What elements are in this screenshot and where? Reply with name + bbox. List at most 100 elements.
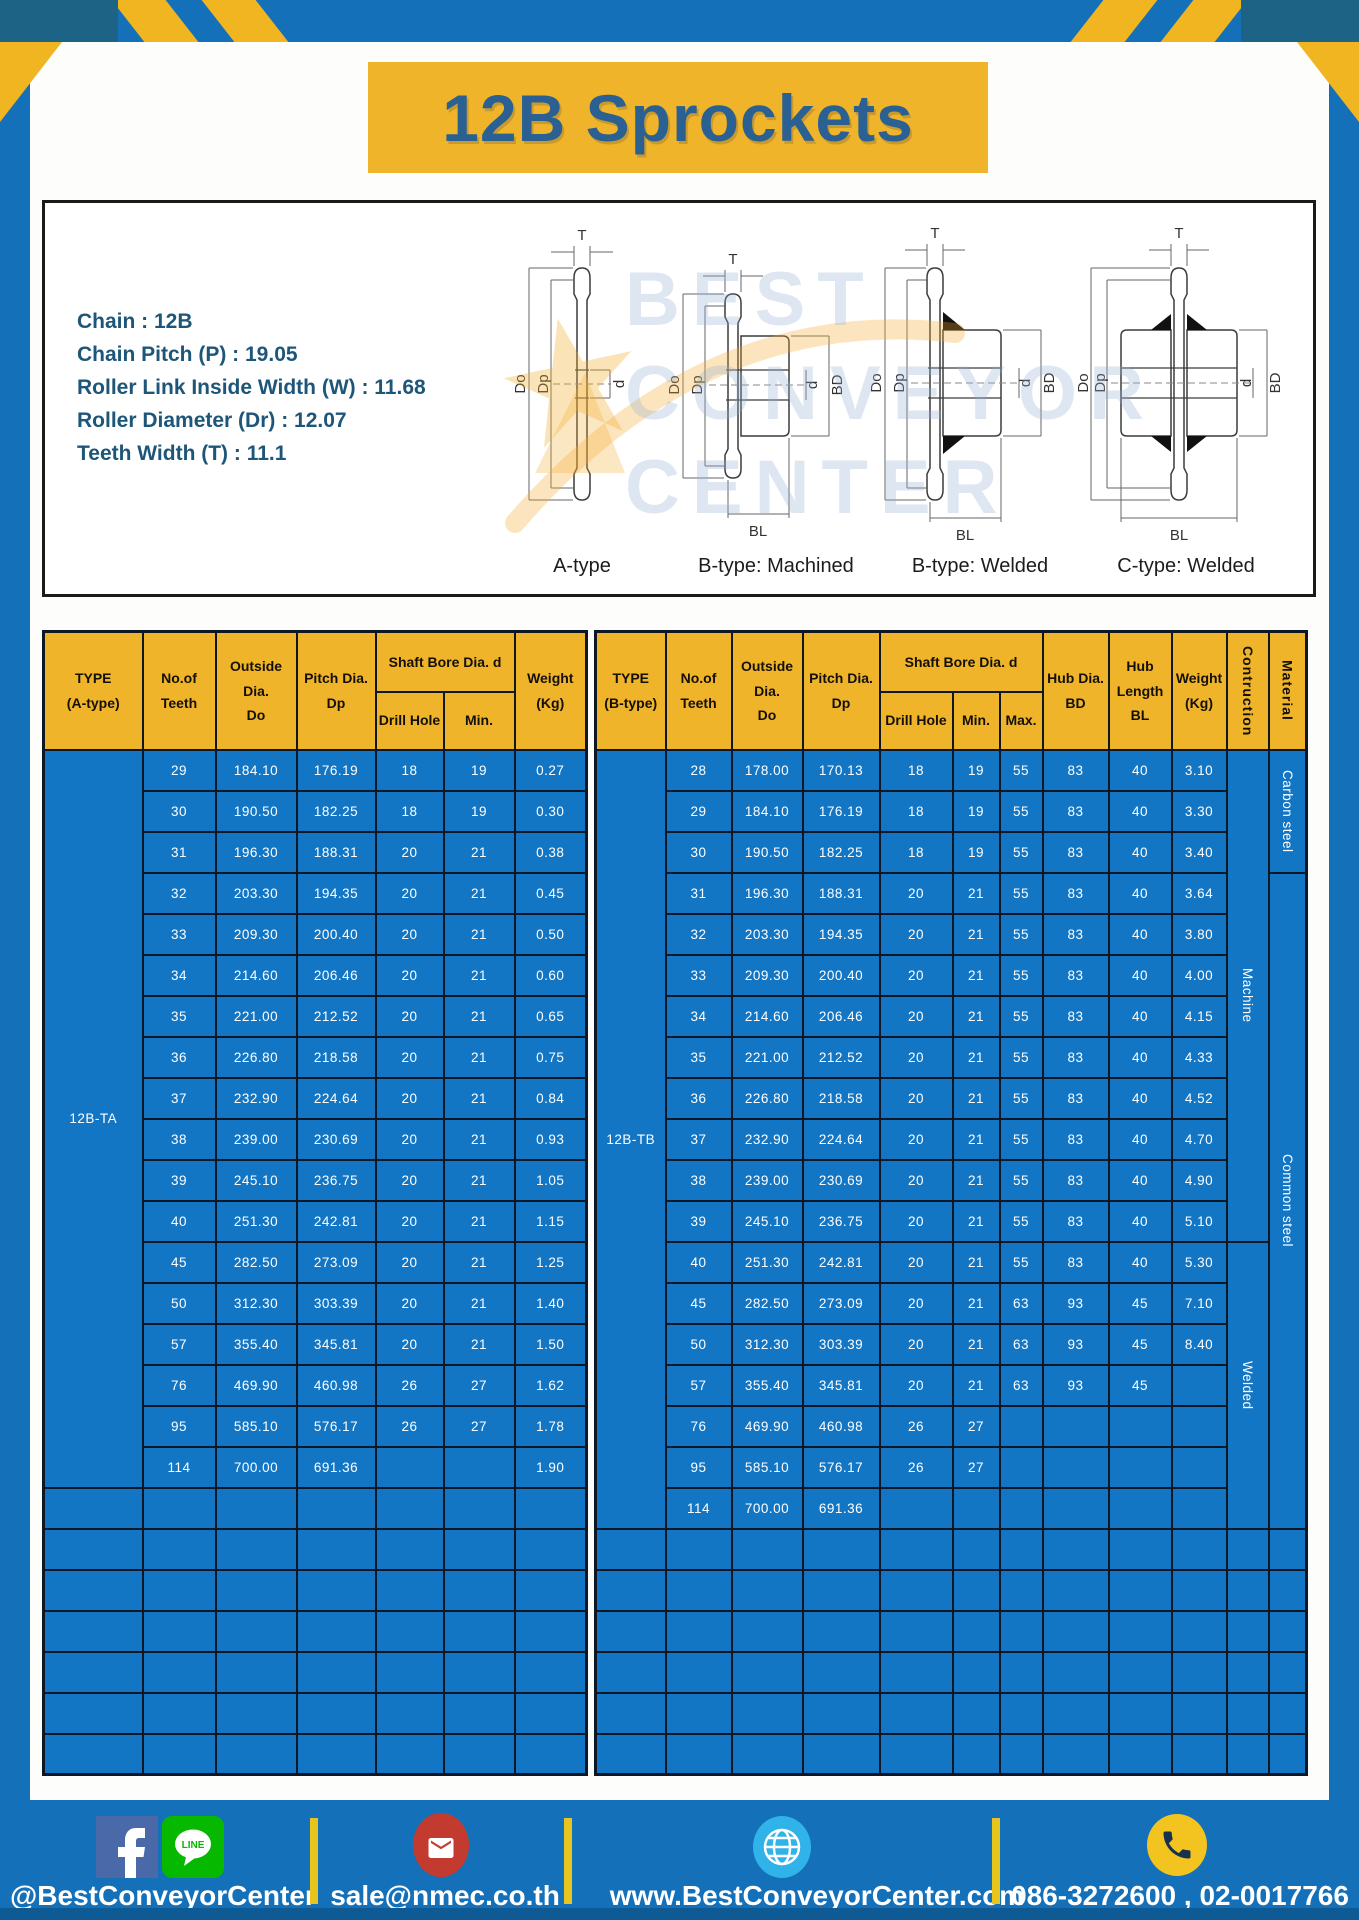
data-cell: 7.10 (1170, 1281, 1228, 1325)
blank-cell (998, 1568, 1044, 1612)
email-address[interactable]: sale@nmec.co.th (330, 1880, 560, 1911)
blank-cell (141, 1650, 217, 1694)
blank-cell (42, 1486, 144, 1530)
data-cell: 1.62 (513, 1363, 588, 1407)
data-cell: 40 (1107, 1035, 1173, 1079)
data-cell: 21 (442, 1158, 516, 1202)
dim-dp: Dp (1092, 373, 1109, 392)
blank-cell (295, 1609, 377, 1653)
data-cell: 40 (1107, 953, 1173, 997)
table-row: 45 282.50 273.09 20 21 63 93 45 7.10 (596, 1281, 1307, 1325)
data-cell: 3.40 (1170, 830, 1228, 874)
data-cell: 19 (951, 748, 1001, 792)
spec-line: Roller Diameter (Dr) : 12.07 (77, 409, 347, 432)
a-type-diagram: T Do Dp d (512, 227, 628, 501)
dim-bd: BD (1267, 372, 1282, 393)
data-cell: 20 (374, 1117, 445, 1161)
dim-t: T (1174, 225, 1183, 242)
data-cell: 76 (141, 1363, 217, 1407)
blank-row (42, 1486, 588, 1530)
data-cell: 38 (141, 1117, 217, 1161)
blank-cell (513, 1609, 588, 1653)
blank-cell (42, 1732, 144, 1776)
social-handle[interactable]: @BestConveyorCenter (10, 1880, 316, 1911)
data-cell: 700.00 (730, 1486, 804, 1530)
data-cell: 282.50 (214, 1240, 298, 1284)
data-cell: 39 (664, 1199, 733, 1243)
blank-cell (878, 1568, 954, 1612)
data-cell: 221.00 (214, 994, 298, 1038)
data-cell: 226.80 (214, 1035, 298, 1079)
data-cell: 236.75 (801, 1199, 881, 1243)
data-cell: 21 (442, 1117, 516, 1161)
blank-cell (1225, 1568, 1270, 1612)
data-cell: 55 (998, 1158, 1044, 1202)
dim-bd: BD (1041, 372, 1057, 393)
data-cell: 700.00 (214, 1445, 298, 1489)
blank-cell (1267, 1527, 1308, 1571)
data-cell: 21 (442, 953, 516, 997)
data-cell: 20 (878, 1035, 954, 1079)
data-cell: 188.31 (295, 830, 377, 874)
data-cell: 35 (141, 994, 217, 1038)
table-row: 32 203.30 194.35 20 21 0.45 (44, 871, 588, 915)
data-cell: 188.31 (801, 871, 881, 915)
hazard-stripe (1160, 0, 1248, 42)
table-row: 37 232.90 224.64 20 21 55 83 40 4.70 (596, 1117, 1307, 1161)
data-cell: 251.30 (730, 1240, 804, 1284)
website-url[interactable]: www.BestConveyorCenter.com (609, 1880, 1025, 1911)
diagram-caption: B-type: Machined (698, 555, 854, 577)
blank-row (42, 1691, 588, 1735)
column-header: Outside Dia. Do (730, 630, 804, 751)
dim-t: T (728, 251, 737, 268)
data-cell: 21 (951, 1117, 1001, 1161)
data-cell: 30 (664, 830, 733, 874)
blank-cell (374, 1732, 445, 1776)
footer-divider (310, 1818, 318, 1904)
data-cell: 32 (664, 912, 733, 956)
column-header: Weight (Kg) (1170, 630, 1228, 751)
data-cell: 206.46 (801, 994, 881, 1038)
data-cell: 55 (998, 994, 1044, 1038)
data-cell (374, 1445, 445, 1489)
blank-row (594, 1609, 1308, 1653)
blank-cell (42, 1650, 144, 1694)
type-label-cell: 12B-TB (594, 748, 667, 1530)
blank-cell (951, 1609, 1001, 1653)
email-icon[interactable] (412, 1812, 470, 1878)
blank-cell (1107, 1527, 1173, 1571)
dim-bl: BL (956, 527, 974, 544)
spec-panel: Chain : 12B Chain Pitch (P) : 19.05 Roll… (42, 200, 1316, 597)
blank-cell (801, 1609, 881, 1653)
data-cell: 178.00 (730, 748, 804, 792)
data-cell: 0.38 (513, 830, 588, 874)
data-cell: 200.40 (295, 912, 377, 956)
line-badge-text: LINE (182, 1840, 205, 1851)
table-row: 12B-TB 28 178.00 170.13 18 19 55 83 40 3.10 Machin… (594, 748, 1308, 1530)
table-row: 36 226.80 218.58 20 21 55 83 40 4.52 (596, 1076, 1307, 1120)
dim-bl: BL (749, 523, 767, 540)
phone-numbers[interactable]: 086-3272600 , 02-0017766 (1011, 1880, 1349, 1911)
data-cell: 0.60 (513, 953, 588, 997)
data-cell: 20 (878, 912, 954, 956)
data-cell (998, 1445, 1044, 1489)
globe-icon[interactable] (752, 1816, 812, 1878)
line-icon[interactable]: LINE (162, 1816, 224, 1878)
phone-icon[interactable] (1146, 1814, 1208, 1876)
blank-row (42, 1609, 588, 1653)
data-cell: 184.10 (730, 789, 804, 833)
data-cell: 176.19 (801, 789, 881, 833)
blank-cell (1041, 1609, 1110, 1653)
data-cell: 214.60 (730, 994, 804, 1038)
data-cell: 95 (141, 1404, 217, 1448)
blank-cell (214, 1568, 298, 1612)
data-cell: 83 (1041, 1117, 1110, 1161)
facebook-icon[interactable] (96, 1816, 158, 1878)
page-border (1329, 42, 1359, 1800)
data-cell: 182.25 (801, 830, 881, 874)
blank-cell (730, 1609, 804, 1653)
blank-row (594, 1650, 1308, 1694)
column-header: Pitch Dia. Dp (801, 630, 881, 751)
data-cell: 224.64 (801, 1117, 881, 1161)
data-cell: 0.27 (513, 748, 588, 792)
